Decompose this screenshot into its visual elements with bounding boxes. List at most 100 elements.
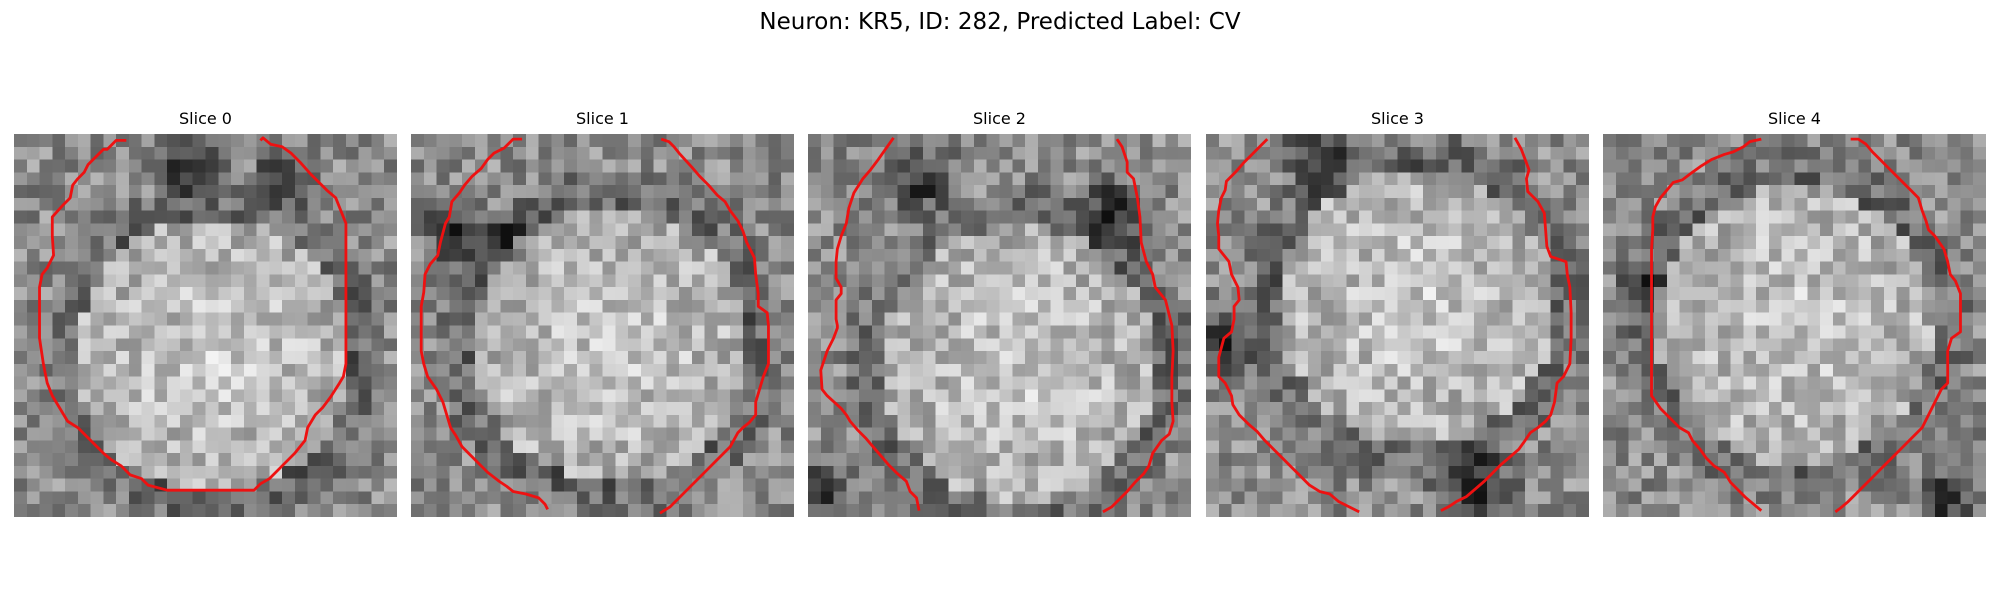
image-pixel [1666,402,1680,416]
image-pixel [717,338,731,352]
image-pixel [128,491,142,505]
image-pixel [462,338,476,352]
image-pixel [1922,134,1936,148]
image-pixel [576,159,590,173]
image-pixel [256,414,270,428]
image-pixel [742,376,756,390]
image-pixel [730,261,744,275]
image-pixel [1845,427,1859,441]
image-pixel [14,134,28,148]
image-pixel [525,261,539,275]
image-pixel [1603,478,1617,492]
image-pixel [1127,159,1141,173]
image-pixel [615,299,629,313]
image-pixel [1717,287,1731,301]
image-pixel [26,427,40,441]
image-pixel [640,325,654,339]
image-pixel [717,261,731,275]
image-pixel [128,312,142,326]
image-pixel [1308,376,1322,390]
image-pixel [717,325,731,339]
image-pixel [1025,274,1039,288]
image-pixel [1206,312,1220,326]
image-pixel [1550,223,1564,237]
image-pixel [589,185,603,199]
image-pixel [1461,351,1475,365]
image-pixel [14,478,28,492]
image-pixel [730,351,744,365]
image-pixel [1730,440,1744,454]
image-pixel [1178,312,1191,326]
image-pixel [1832,363,1846,377]
image-pixel [742,312,756,326]
image-pixel [871,325,885,339]
image-pixel [1257,389,1271,403]
image-pixel [1499,248,1513,262]
image-pixel [371,146,385,160]
image-pixel [243,376,257,390]
image-pixel [808,274,822,288]
image-pixel [820,223,834,237]
image-pixel [1063,402,1077,416]
image-pixel [1781,197,1795,211]
image-pixel [1282,491,1296,505]
image-pixel [1165,427,1179,441]
image-pixel [1576,440,1589,454]
image-pixel [39,197,53,211]
image-pixel [1922,159,1936,173]
image-pixel [833,414,847,428]
image-pixel [1384,440,1398,454]
image-pixel [1794,172,1808,186]
image-pixel [1499,338,1513,352]
image-pixel [1410,465,1424,479]
image-pixel [1743,338,1757,352]
image-pixel [1679,210,1693,224]
image-pixel [231,414,245,428]
image-pixel [1641,210,1655,224]
image-pixel [294,478,308,492]
image-pixel [1883,274,1897,288]
image-pixel [1461,159,1475,173]
image-pixel [282,287,296,301]
image-pixel [910,223,924,237]
image-pixel [1435,223,1449,237]
image-pixel [730,465,744,479]
image-pixel [576,338,590,352]
image-pixel [333,453,347,467]
image-pixel [1730,465,1744,479]
image-pixel [1717,402,1731,416]
image-pixel [513,236,527,250]
image-pixel [1705,172,1719,186]
image-pixel [282,299,296,313]
image-pixel [653,159,667,173]
image-pixel [90,427,104,441]
image-pixel [513,389,527,403]
image-pixel [1717,134,1731,148]
image-pixel [307,299,321,313]
image-pixel [922,325,936,339]
image-pixel [384,159,397,173]
image-pixel [1896,274,1910,288]
image-pixel [1269,287,1283,301]
image-pixel [1896,236,1910,250]
image-pixel [423,312,437,326]
image-pixel [218,312,232,326]
image-pixel [1076,414,1090,428]
image-pixel [666,504,680,517]
image-pixel [871,274,885,288]
image-pixel [462,504,476,517]
image-pixel [1845,185,1859,199]
image-pixel [1257,299,1271,313]
image-pixel [1845,389,1859,403]
image-pixel [1218,465,1232,479]
image-pixel [500,440,514,454]
image-pixel [205,236,219,250]
image-pixel [1397,146,1411,160]
image-pixel [1603,389,1617,403]
image-pixel [589,197,603,211]
image-pixel [192,236,206,250]
image-pixel [65,491,79,505]
image-pixel [307,440,321,454]
image-pixel [269,440,283,454]
image-pixel [1615,402,1629,416]
